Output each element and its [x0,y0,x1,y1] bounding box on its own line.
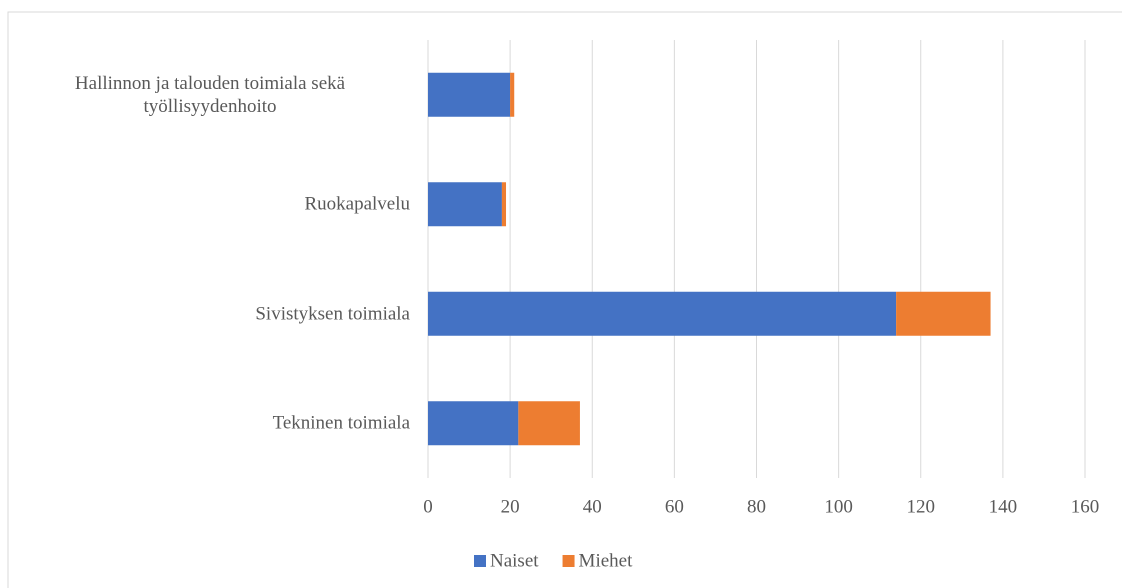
x-tick-label: 120 [907,496,936,517]
x-tick-label: 40 [583,496,602,517]
y-tick-label: Hallinnon ja talouden toimiala sekä työl… [74,72,346,117]
bar [501,182,507,227]
x-tick-label: 160 [1071,496,1100,517]
x-tick-label: 100 [824,496,853,517]
legend-swatch [474,555,486,567]
bar [428,72,511,117]
bar [428,291,897,336]
bar [896,291,991,336]
x-tick-label: 80 [747,496,766,517]
x-tick-label: 0 [423,496,433,517]
legend-swatch [562,555,575,567]
y-tick-label: Ruokapalvelu [304,193,410,215]
x-tick-label: 60 [665,496,684,517]
x-tick-label: 140 [989,496,1018,517]
bar [518,401,580,446]
bar [510,72,515,117]
y-tick-label: Sivistyksen toimiala [255,303,410,325]
legend-label: Naiset [490,550,539,571]
bar [428,182,502,227]
y-tick-label: Tekninen toimiala [272,412,410,434]
bar [428,401,519,446]
x-tick-label: 20 [501,496,520,517]
legend-label: Miehet [579,550,634,571]
chart-frame [7,11,1122,588]
